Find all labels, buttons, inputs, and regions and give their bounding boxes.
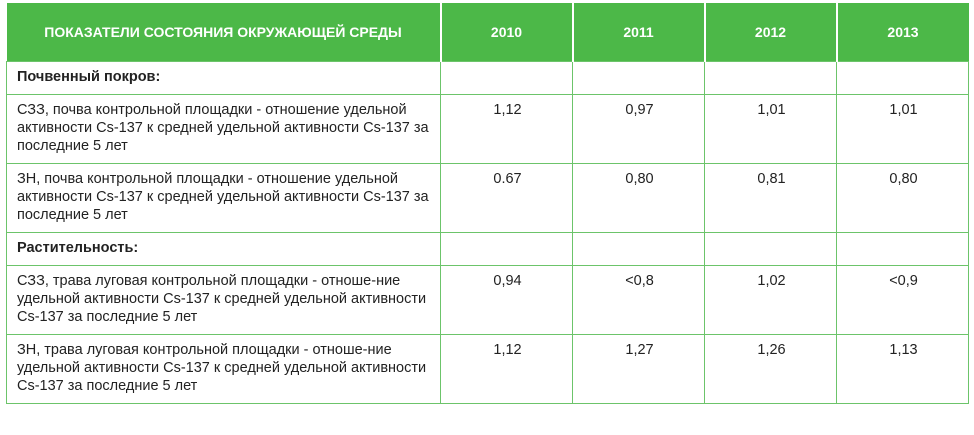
header-year-2012: 2012: [704, 3, 838, 62]
row-label: ЗН, почва контрольной площадки - отношен…: [6, 163, 441, 233]
cell-value: 0,80: [572, 163, 705, 233]
cell-value: 0,97: [572, 94, 705, 164]
cell-value: 1,01: [704, 94, 837, 164]
section-row-soil: Почвенный покров:: [6, 61, 969, 95]
cell-value: 1,02: [704, 265, 837, 335]
cell-value: 0.67: [440, 163, 573, 233]
section-title: Растительность:: [6, 232, 441, 266]
cell-value: 1,01: [836, 94, 969, 164]
table-row: ЗН, почва контрольной площадки - отношен…: [6, 163, 969, 233]
section-row-vegetation: Растительность:: [6, 232, 969, 266]
row-label: СЗЗ, почва контрольной площадки - отноше…: [6, 94, 441, 164]
row-label: СЗЗ, трава луговая контрольной площадки …: [6, 265, 441, 335]
environment-indicators-table: ПОКАЗАТЕЛИ СОСТОЯНИЯ ОКРУЖАЮЩЕЙ СРЕДЫ 20…: [6, 3, 969, 404]
table-row: СЗЗ, трава луговая контрольной площадки …: [6, 265, 969, 335]
table-row: ЗН, трава луговая контрольной площадки -…: [6, 334, 969, 404]
cell-value: 1,13: [836, 334, 969, 404]
cell-value: <0,8: [572, 265, 705, 335]
cell-value: 0,80: [836, 163, 969, 233]
header-indicator: ПОКАЗАТЕЛИ СОСТОЯНИЯ ОКРУЖАЮЩЕЙ СРЕДЫ: [6, 3, 442, 62]
cell-value: 0,81: [704, 163, 837, 233]
cell-value: 1,12: [440, 334, 573, 404]
header-year-2010: 2010: [440, 3, 574, 62]
table-header-row: ПОКАЗАТЕЛИ СОСТОЯНИЯ ОКРУЖАЮЩЕЙ СРЕДЫ 20…: [6, 3, 969, 62]
section-title: Почвенный покров:: [6, 61, 441, 95]
cell-value: <0,9: [836, 265, 969, 335]
table-row: СЗЗ, почва контрольной площадки - отноше…: [6, 94, 969, 164]
row-label: ЗН, трава луговая контрольной площадки -…: [6, 334, 441, 404]
cell-value: 1,12: [440, 94, 573, 164]
header-year-2011: 2011: [572, 3, 706, 62]
cell-value: 1,26: [704, 334, 837, 404]
cell-value: 0,94: [440, 265, 573, 335]
cell-value: 1,27: [572, 334, 705, 404]
header-year-2013: 2013: [836, 3, 969, 62]
